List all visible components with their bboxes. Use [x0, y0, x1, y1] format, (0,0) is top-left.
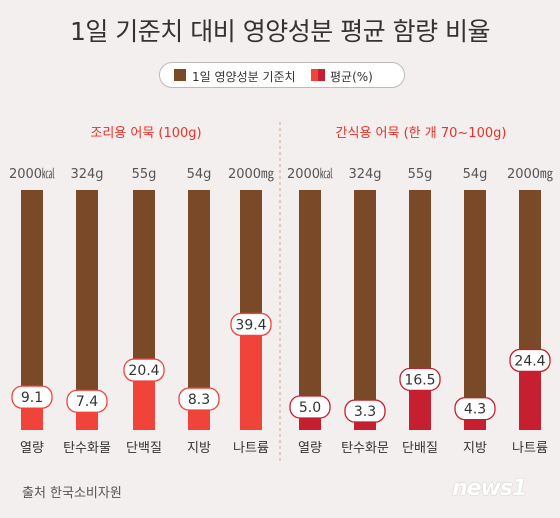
category-label: 지방	[187, 441, 211, 456]
data-label: 7.4	[76, 394, 98, 410]
data-label: 9.1	[21, 390, 43, 406]
data-label: 4.3	[464, 402, 486, 418]
standard-label: 324g	[70, 167, 103, 182]
average-bar	[240, 335, 262, 430]
category-label: 나트륨	[512, 441, 548, 456]
value-label-box	[123, 358, 165, 382]
legend-swatch-average-cooking	[311, 69, 318, 81]
panel-title: 간식용 어묵 (한 개 70~100g)	[336, 126, 507, 141]
standard-label: 55g	[132, 167, 157, 182]
data-label: 24.4	[514, 353, 545, 369]
data-label: 8.3	[188, 392, 210, 408]
value-label-box	[289, 395, 331, 419]
value-label-box	[11, 385, 53, 409]
average-bar	[409, 390, 431, 430]
value-label-box	[509, 348, 551, 373]
value-label-box	[454, 397, 496, 421]
category-label: 열량	[20, 441, 44, 456]
chart-title: 1일 기준치 대비 영양성분 평균 함량 비율	[69, 17, 491, 46]
data-label: 5.0	[299, 400, 321, 416]
standard-label: 2000㎉	[287, 167, 333, 182]
news1-logo: news1	[452, 476, 527, 501]
standard-label: 324g	[348, 167, 381, 182]
average-bar	[188, 410, 210, 430]
value-label-box	[344, 399, 386, 423]
standard-label: 2000㎎	[507, 167, 553, 182]
standard-label: 2000㎎	[228, 167, 274, 182]
standard-label: 55g	[408, 167, 433, 182]
standard-label: 54g	[187, 167, 212, 182]
category-label: 열량	[298, 441, 322, 456]
average-bar	[354, 422, 376, 430]
category-label: 탄수화물	[63, 441, 111, 456]
category-label: 지방	[463, 441, 487, 456]
source-note: 출처 한국소비자원	[22, 486, 122, 501]
standard-label: 2000㎉	[9, 167, 55, 182]
standard-bar	[21, 190, 43, 430]
standard-bar	[188, 190, 210, 430]
standard-label: 54g	[463, 167, 488, 182]
average-bar	[519, 371, 541, 430]
legend-swatch-average-snack	[318, 69, 325, 81]
data-label: 20.4	[128, 363, 159, 379]
standard-bar	[299, 190, 321, 430]
data-label: 3.3	[354, 404, 376, 420]
average-bar	[464, 419, 486, 430]
category-label: 단백질	[126, 441, 162, 456]
category-label: 나트륨	[233, 441, 269, 456]
legend-label-average: 평균(%)	[330, 70, 373, 84]
value-label-box	[399, 367, 441, 392]
legend-swatch-standard	[174, 69, 186, 81]
category-label: 탄수화문	[341, 441, 389, 456]
category-label: 단배질	[402, 441, 438, 456]
value-label-box	[66, 389, 108, 413]
average-bar	[299, 418, 321, 430]
average-bar	[21, 408, 43, 430]
standard-bar	[464, 190, 486, 430]
panel-title: 조리용 어묵 (100g)	[90, 126, 201, 141]
average-bar	[76, 412, 98, 430]
value-label-box	[230, 312, 272, 337]
standard-bar	[354, 190, 376, 430]
data-label: 39.4	[235, 317, 266, 333]
average-bar	[133, 381, 155, 430]
value-label-box	[178, 387, 220, 411]
standard-bar	[76, 190, 98, 430]
data-label: 16.5	[404, 372, 435, 388]
legend: 1일 영양성분 기준치 평균(%)	[159, 62, 405, 88]
legend-label-standard: 1일 영양성분 기준치	[192, 70, 296, 84]
